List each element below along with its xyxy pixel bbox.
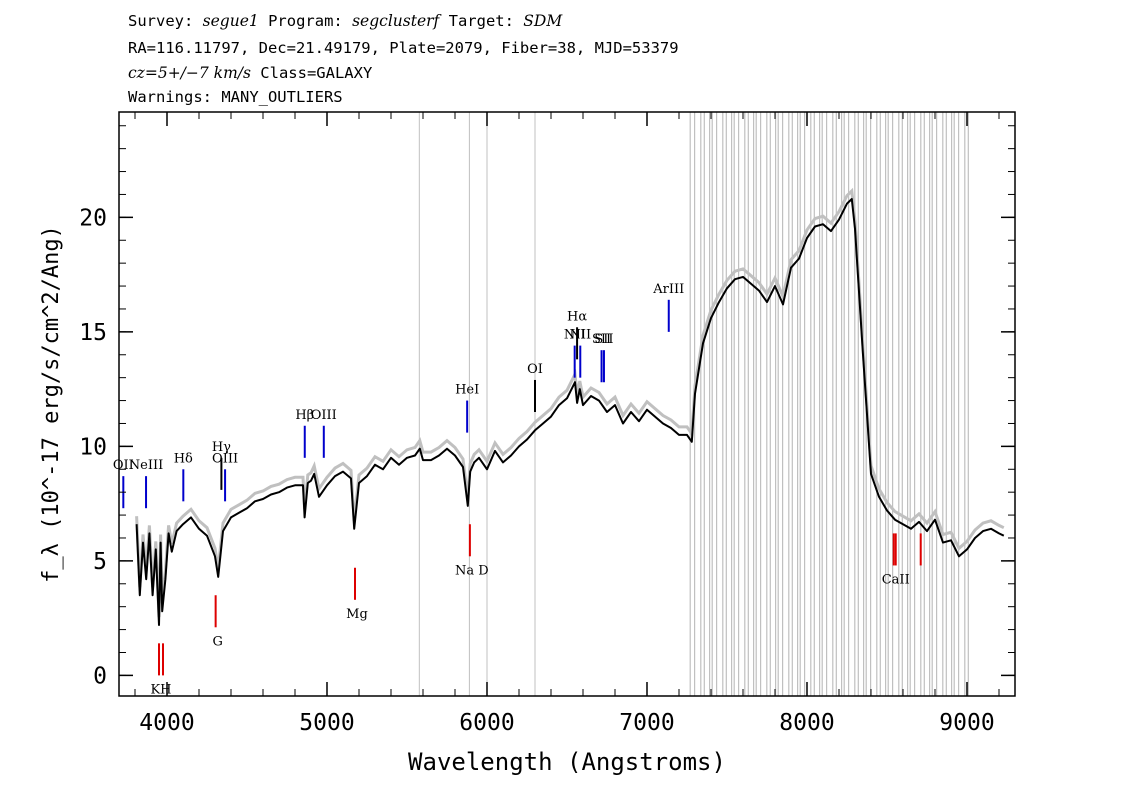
line-hβ-10-label: Hβ (295, 408, 314, 423)
line-oi-13-label: OI (527, 362, 543, 377)
x-tick-label: 9000 (939, 710, 994, 736)
line-caii-4-label: CaII (882, 572, 910, 587)
y-tick-label: 15 (79, 320, 107, 346)
line-ariii-19-label: ArIII (652, 282, 684, 297)
x-axis-label: Wavelength (Angstroms) (408, 748, 726, 776)
line-g-1-label: G (212, 634, 222, 649)
header-line-1: Survey: segue1 Program: segclusterf Targ… (128, 12, 562, 30)
line-neiii-6-label: NeIII (129, 458, 163, 473)
plot-frame (118, 111, 1016, 697)
masked-regions (418, 112, 969, 696)
line-oii-5-label: OII (113, 458, 134, 473)
svg-text:f_λ (10^-17 erg/s/cm^2/Ang): f_λ (10^-17 erg/s/cm^2/Ang) (39, 225, 64, 583)
line-oiii-9-label: OIII (212, 451, 238, 466)
line-hα-15-label: Hα (567, 309, 587, 324)
target-value: SDM (523, 12, 563, 30)
x-tick-label: 5000 (299, 710, 354, 736)
class-value: Class=GALAXY (260, 64, 373, 82)
target-label: Target: (448, 12, 514, 30)
line-na-d-3-label: Na D (455, 563, 489, 578)
x-tick-label: 6000 (459, 710, 514, 736)
line-hδ-7-label: Hδ (174, 451, 193, 466)
y-tick-label: 0 (93, 663, 107, 689)
program-value: segclusterf (352, 12, 440, 30)
y-tick-label: 10 (79, 434, 107, 460)
flux-line (135, 198, 1005, 626)
survey-label: Survey: (128, 12, 194, 30)
error-band (135, 187, 1005, 618)
program-label: Program: (268, 12, 343, 30)
line-sii-17-label: SII (592, 332, 611, 347)
x-tick-label: 8000 (779, 710, 834, 736)
error-series (135, 187, 1005, 618)
x-tick-label: 7000 (619, 710, 674, 736)
redshift-value: cz=5+/−7 km/s (128, 64, 251, 82)
line-kh-0-label: KH (150, 682, 171, 697)
line-hei-12-label: HeI (455, 383, 479, 398)
x-tick-label: 4000 (139, 710, 194, 736)
flux-series (135, 198, 1005, 626)
y-tick-label: 5 (93, 549, 107, 575)
y-axis-label: f_λ (10^-17 erg/s/cm^2/Ang) (39, 225, 64, 583)
line-sii-18-label: SII (594, 332, 613, 347)
header-line-2: RA=116.11797, Dec=21.49179, Plate=2079, … (128, 39, 679, 57)
line-mg-2-label: Mg (346, 607, 368, 622)
line-nii-16-label: NII (569, 328, 591, 343)
line-nii-14-label: NII (564, 328, 586, 343)
survey-value: segue1 (202, 12, 259, 30)
line-hγ-8-label: Hγ (212, 440, 231, 455)
header-line-4: Warnings: MANY_OUTLIERS (128, 88, 343, 106)
y-tick-label: 20 (79, 205, 107, 231)
header-line-3: cz=5+/−7 km/s Class=GALAXY (128, 64, 372, 82)
axis-ticks: 4000 5000 6000 7000 8000 9000 0 5 10 15 20 (79, 112, 1015, 736)
line-oiii-11-label: OIII (311, 408, 337, 423)
